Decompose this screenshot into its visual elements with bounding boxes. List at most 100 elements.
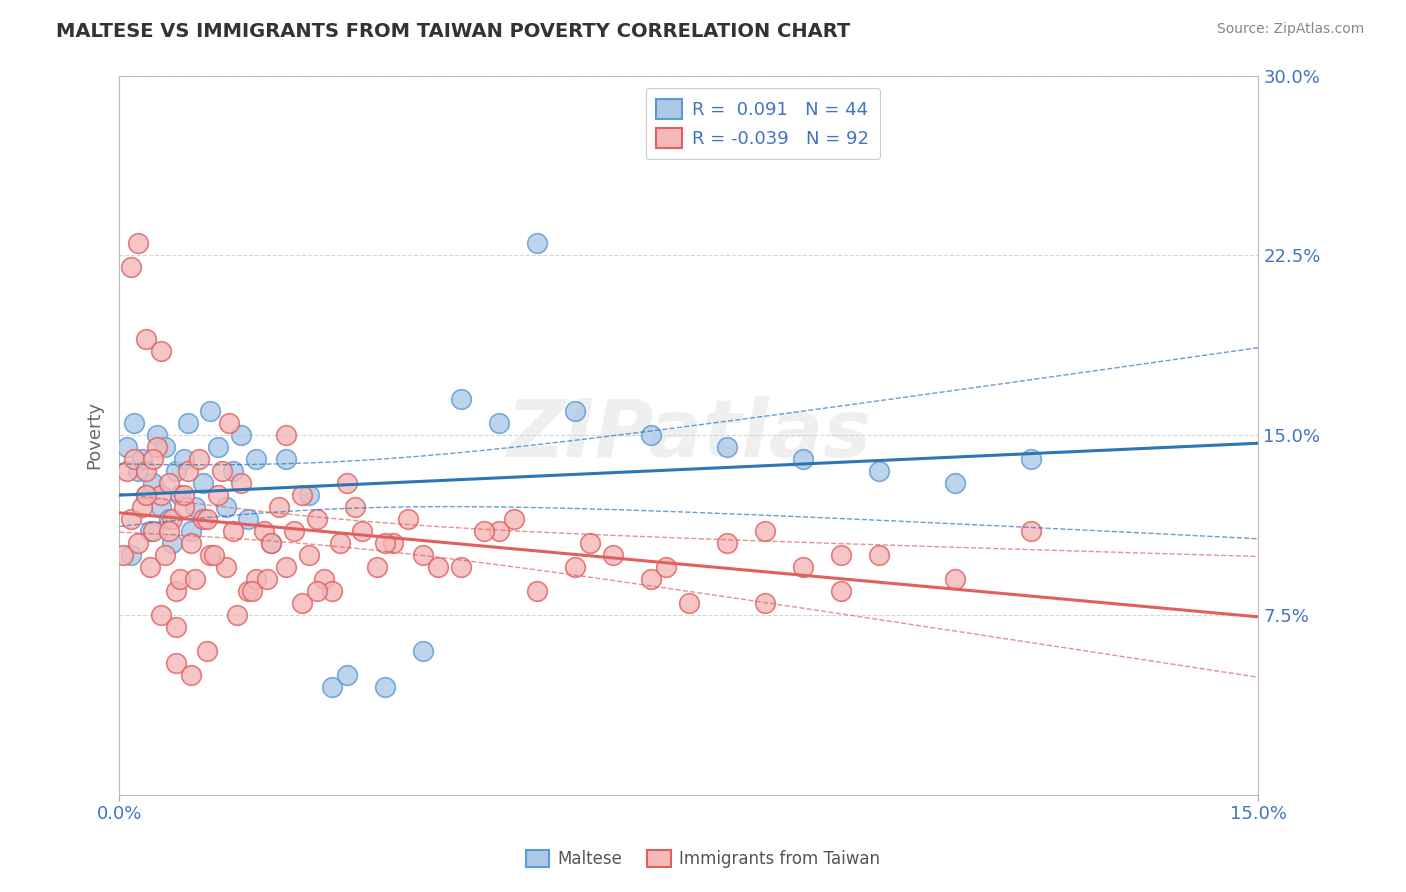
Point: [267, 500, 290, 515]
Point: [165, 620, 187, 634]
Point: [260, 536, 283, 550]
Point: [180, 524, 202, 539]
Point: [127, 236, 149, 251]
Point: [336, 476, 359, 491]
Point: [146, 440, 169, 454]
Point: [188, 452, 211, 467]
Point: [245, 452, 267, 467]
Point: [127, 536, 149, 550]
Point: [173, 500, 195, 515]
Point: [314, 572, 336, 586]
Point: [150, 344, 173, 359]
Point: [180, 536, 202, 550]
Point: [135, 488, 157, 502]
Point: [207, 488, 229, 502]
Point: [191, 476, 214, 491]
Point: [222, 524, 245, 539]
Point: [412, 548, 434, 562]
Point: [298, 548, 321, 562]
Point: [191, 512, 214, 526]
Point: [754, 524, 776, 539]
Point: [366, 560, 388, 574]
Point: [298, 488, 321, 502]
Point: [283, 524, 305, 539]
Point: [162, 512, 184, 526]
Point: [238, 584, 260, 599]
Point: [640, 572, 662, 586]
Point: [336, 668, 359, 682]
Point: [142, 524, 165, 539]
Point: [260, 536, 283, 550]
Point: [943, 476, 966, 491]
Point: [943, 572, 966, 586]
Point: [127, 464, 149, 478]
Point: [526, 584, 548, 599]
Point: [655, 560, 678, 574]
Point: [180, 668, 202, 682]
Point: [162, 536, 184, 550]
Point: [716, 536, 738, 550]
Point: [488, 524, 510, 539]
Point: [157, 476, 180, 491]
Point: [131, 500, 153, 515]
Point: [245, 572, 267, 586]
Point: [157, 512, 180, 526]
Point: [173, 488, 195, 502]
Point: [153, 548, 176, 562]
Point: [256, 572, 278, 586]
Point: [169, 572, 191, 586]
Point: [120, 548, 142, 562]
Point: [792, 452, 814, 467]
Point: [328, 536, 350, 550]
Point: [226, 608, 249, 623]
Point: [1019, 452, 1042, 467]
Point: [115, 440, 138, 454]
Point: [112, 548, 135, 562]
Point: [488, 417, 510, 431]
Point: [830, 548, 852, 562]
Point: [381, 536, 404, 550]
Point: [374, 680, 396, 694]
Point: [290, 488, 312, 502]
Point: [503, 512, 526, 526]
Y-axis label: Poverty: Poverty: [86, 401, 103, 469]
Point: [146, 428, 169, 442]
Point: [472, 524, 495, 539]
Legend: R =  0.091   N = 44, R = -0.039   N = 92: R = 0.091 N = 44, R = -0.039 N = 92: [645, 88, 880, 159]
Point: [305, 512, 328, 526]
Point: [200, 404, 222, 418]
Point: [321, 584, 343, 599]
Point: [305, 584, 328, 599]
Point: [135, 464, 157, 478]
Point: [396, 512, 419, 526]
Point: [173, 452, 195, 467]
Point: [115, 464, 138, 478]
Text: ZIPatlas: ZIPatlas: [506, 396, 872, 475]
Point: [207, 440, 229, 454]
Point: [229, 428, 252, 442]
Point: [321, 680, 343, 694]
Point: [290, 596, 312, 610]
Point: [374, 536, 396, 550]
Point: [150, 500, 173, 515]
Point: [165, 464, 187, 478]
Point: [678, 596, 700, 610]
Point: [157, 524, 180, 539]
Point: [135, 332, 157, 346]
Point: [526, 236, 548, 251]
Point: [640, 428, 662, 442]
Point: [195, 512, 218, 526]
Point: [200, 548, 222, 562]
Point: [868, 464, 890, 478]
Point: [218, 417, 240, 431]
Point: [135, 488, 157, 502]
Point: [792, 560, 814, 574]
Point: [222, 464, 245, 478]
Point: [412, 644, 434, 658]
Point: [238, 512, 260, 526]
Point: [579, 536, 602, 550]
Point: [229, 476, 252, 491]
Point: [138, 560, 160, 574]
Point: [142, 452, 165, 467]
Point: [252, 524, 274, 539]
